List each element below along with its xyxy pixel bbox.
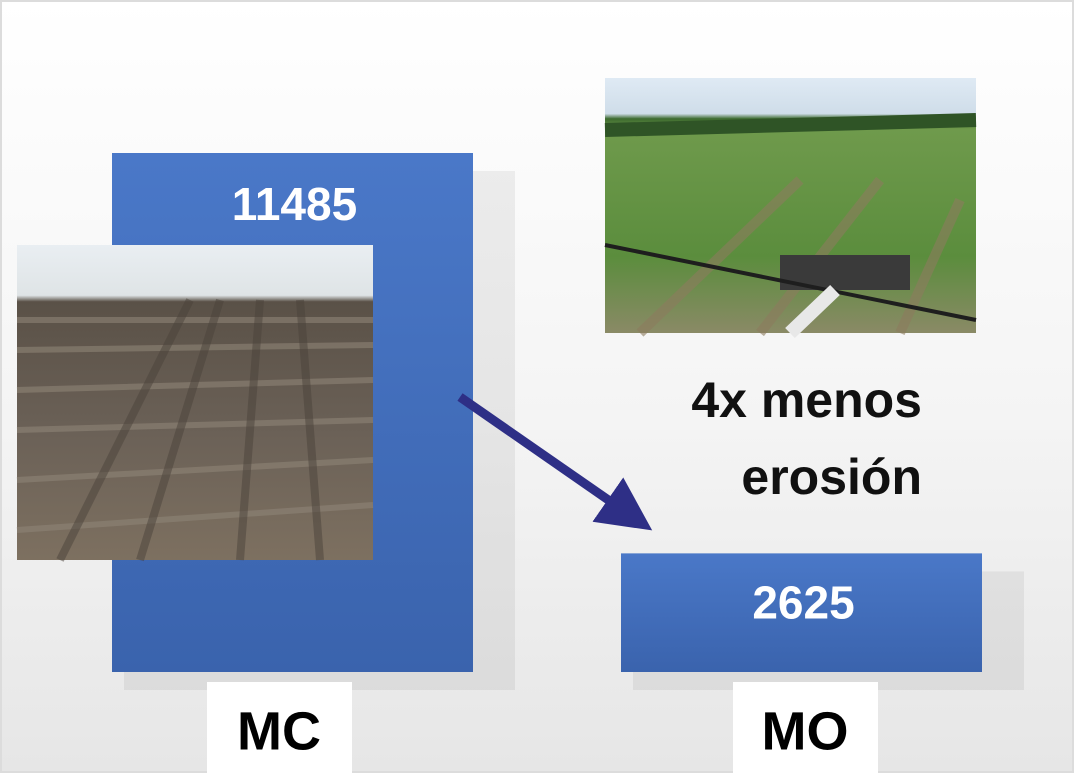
photo-plowed-field xyxy=(16,245,374,562)
value-label: 11485 xyxy=(232,178,357,230)
bar xyxy=(621,553,982,672)
photo-onion-field xyxy=(604,78,977,339)
label-box xyxy=(207,682,352,773)
arrow xyxy=(457,393,653,531)
annotation: 4x menos erosión xyxy=(691,372,922,505)
category-label: MO xyxy=(762,701,849,761)
value-label: 2625 xyxy=(752,577,854,629)
category-label: MC xyxy=(237,701,321,761)
label-box xyxy=(733,682,878,773)
